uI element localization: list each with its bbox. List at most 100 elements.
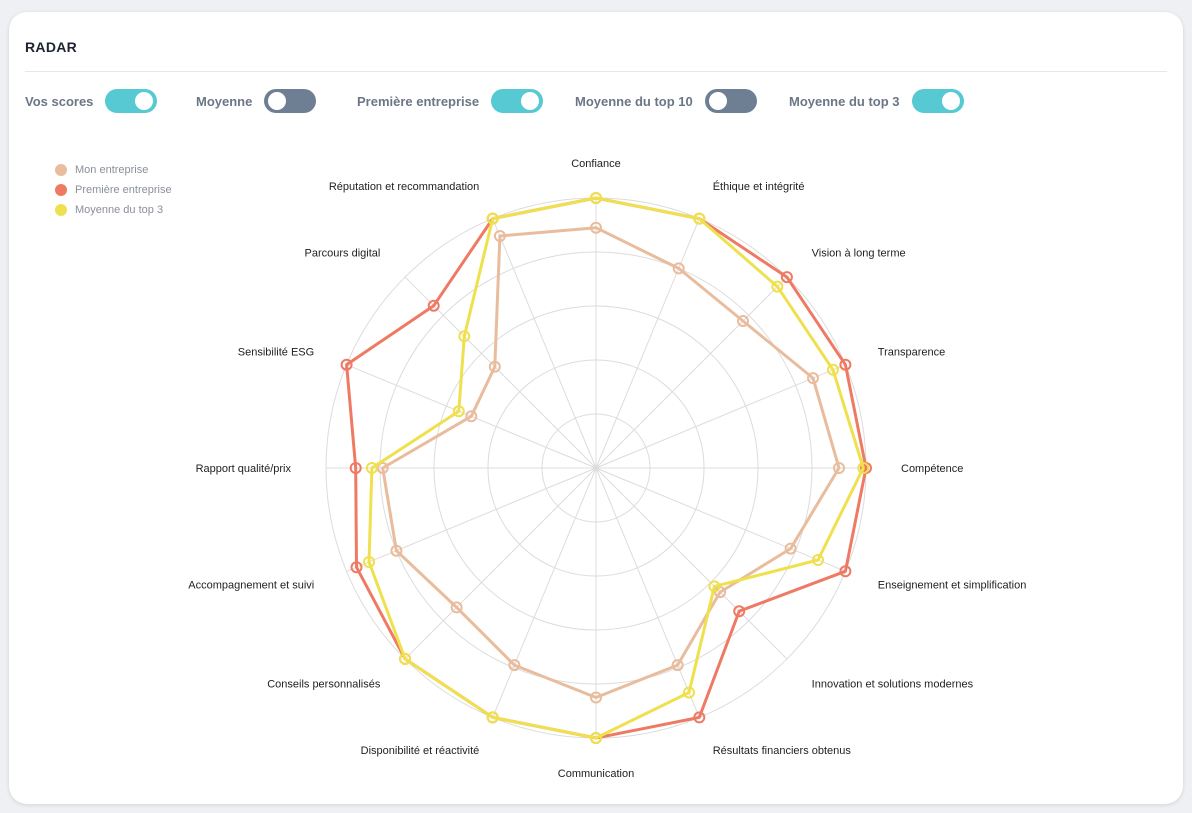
series-point-2 (365, 462, 378, 474)
toggle-moyenne-top-10[interactable]: Moyenne du top 10 (575, 88, 757, 114)
axis-label: Éthique et intégrité (713, 180, 805, 193)
series-point-1 (693, 711, 706, 724)
series-point-0 (671, 659, 684, 672)
series-point-2 (590, 732, 602, 744)
axis-label: Conseils personnalisés (267, 679, 381, 691)
toggle-knob (708, 92, 727, 110)
series-point-2 (486, 212, 499, 225)
toggle-switch[interactable] (911, 89, 964, 113)
legend-item-mon-entreprise[interactable]: Mon entreprise (55, 160, 172, 180)
divider (25, 71, 1167, 72)
series-point-0 (784, 542, 797, 555)
axis-label: Enseignement et simplification (878, 580, 1027, 592)
axis-label: Communication (558, 768, 634, 780)
series-point-2 (693, 212, 706, 225)
toggle-switch[interactable] (704, 89, 757, 113)
grid-spoke (346, 467, 597, 572)
series-point-0 (465, 410, 478, 423)
toggle-vos-scores[interactable]: Vos scores (25, 88, 158, 114)
toggle-knob (941, 92, 960, 110)
series-point-0 (493, 230, 506, 242)
grid-spoke (595, 364, 846, 469)
series-point-0 (807, 372, 819, 385)
legend-label: Moyenne du top 3 (75, 204, 164, 216)
grid-spoke (492, 467, 597, 718)
legend-swatch (55, 164, 67, 176)
series-point-2 (857, 462, 870, 474)
legend-swatch (55, 184, 67, 196)
series-line-2 (367, 196, 865, 740)
legend-item-moyenne-top-3[interactable]: Moyenne du top 3 (55, 200, 172, 220)
series-point-0 (390, 544, 403, 557)
axis-label: Disponibilité et réactivité (361, 745, 480, 757)
axis-label: Transparence (878, 346, 945, 358)
card-title: RADAR (25, 39, 78, 55)
axis-label: Vision à long terme (812, 247, 906, 259)
toggle-moyenne-top-3[interactable]: Moyenne du top 3 (789, 88, 964, 114)
legend-swatch (55, 204, 67, 216)
series-point-2 (452, 405, 465, 418)
series-point-2 (399, 652, 412, 665)
grid-spoke (595, 467, 788, 660)
series-point-0 (488, 360, 501, 373)
toggle-knob (135, 92, 154, 110)
grid-spoke (595, 467, 700, 718)
series-point-2 (708, 580, 721, 593)
grid-spoke (404, 467, 597, 660)
series-point-2 (683, 686, 695, 699)
grid-spoke (595, 467, 846, 572)
axis-label: Rapport qualité/prix (196, 463, 292, 475)
toggle-premiere-entreprise[interactable]: Première entreprise (357, 88, 544, 114)
legend-item-premiere-entreprise[interactable]: Première entreprise (55, 180, 172, 200)
legend-label: Mon entreprise (75, 164, 149, 176)
axis-label: Compétence (901, 463, 963, 475)
chart-legend: Mon entreprise Première entreprise Moyen… (55, 160, 172, 220)
series-point-1 (350, 561, 363, 574)
series-point-1 (427, 299, 440, 312)
toggle-label: Moyenne (196, 93, 253, 109)
series-point-2 (827, 363, 839, 376)
axis-label: Accompagnement et suivi (188, 580, 314, 592)
series-point-0 (590, 691, 602, 704)
series-line-0 (381, 226, 841, 699)
series-point-1 (839, 358, 852, 371)
series-point-0 (737, 315, 749, 327)
series-toggles: Vos scores Moyenne Première entreprise M… (9, 88, 1183, 114)
legend-label: Première entreprise (75, 184, 172, 196)
toggle-moyenne[interactable]: Moyenne (196, 88, 317, 114)
series-point-2 (590, 192, 602, 204)
series-point-1 (340, 358, 353, 371)
series-point-0 (450, 601, 463, 614)
grid-spoke (595, 276, 788, 469)
toggle-label: Moyenne du top 10 (575, 93, 693, 109)
axis-label: Confiance (571, 158, 621, 170)
series-point-2 (812, 554, 824, 566)
toggle-label: Première entreprise (357, 93, 480, 109)
series-point-1 (733, 605, 746, 618)
series-point-1 (839, 565, 852, 578)
grid-spoke (595, 218, 700, 469)
series-point-0 (833, 462, 845, 474)
series-point-2 (771, 280, 784, 293)
series-point-1 (349, 462, 362, 474)
toggle-switch[interactable] (264, 89, 317, 113)
toggle-switch[interactable] (105, 89, 158, 113)
series-point-2 (458, 330, 471, 343)
toggle-knob (268, 92, 287, 110)
series-point-1 (780, 271, 793, 284)
toggle-switch[interactable] (491, 89, 544, 113)
grid-spoke (492, 218, 597, 469)
series-point-0 (672, 262, 685, 275)
axis-label: Parcours digital (305, 247, 381, 259)
axis-label: Sensibilité ESG (238, 346, 314, 358)
series-point-2 (486, 711, 499, 724)
toggle-label: Vos scores (25, 93, 94, 109)
toggle-label: Moyenne du top 3 (789, 93, 900, 109)
axis-label: Résultats financiers obtenus (713, 745, 852, 757)
axis-label: Innovation et solutions modernes (812, 679, 974, 691)
series-point-0 (508, 659, 521, 672)
series-point-2 (363, 556, 375, 568)
toggle-knob (521, 92, 540, 110)
axis-label: Réputation et recommandation (329, 181, 479, 193)
